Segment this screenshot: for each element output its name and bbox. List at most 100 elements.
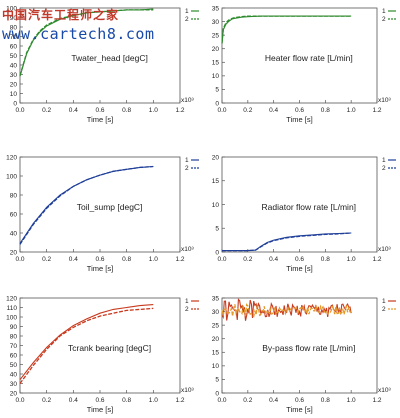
y-tick-label: 40	[10, 230, 18, 237]
x-tick-label: 0.0	[15, 397, 24, 404]
y-tick-label: 35	[212, 295, 220, 302]
chart-panel-6: 0.0 0.2 0.4 0.6 0.8 1.0 1.2 0 5 10 15 20 25 30 35 Time …	[212, 295, 396, 414]
legend-label: 1	[382, 298, 386, 305]
y-tick-label: 110	[7, 305, 18, 312]
x-axis-label: Time [s]	[87, 115, 113, 124]
y-tick-label: 10	[212, 363, 220, 370]
x-tick-label: 0.0	[217, 107, 226, 114]
x-axis-label: Time [s]	[286, 405, 312, 414]
x-tick-label: 0.8	[321, 256, 330, 263]
y-tick-label: 60	[10, 43, 18, 50]
x-tick-label: 0.6	[95, 397, 104, 404]
y-tick-label: 120	[6, 295, 17, 302]
chart-title: Heater flow rate [L/min]	[265, 53, 353, 63]
x-tick-label: 1.2	[175, 397, 184, 404]
y-tick-label: 10	[212, 73, 220, 80]
y-tick-label: 30	[212, 309, 220, 316]
series-line-1	[221, 298, 352, 321]
chart-title: By-pass flow rate [L/min]	[262, 343, 355, 353]
x-tick-label: 0.4	[269, 107, 278, 114]
y-tick-label: 60	[10, 211, 18, 218]
chart-title: Tcrank bearing [degC]	[68, 343, 151, 353]
x-axis-label: Time [s]	[286, 115, 312, 124]
x-tick-label: 0.2	[42, 397, 51, 404]
legend-label: 2	[382, 306, 386, 313]
y-tick-label: 35	[212, 5, 220, 12]
x-tick-label: 0.0	[15, 107, 24, 114]
y-tick-label: 5	[215, 87, 219, 94]
y-tick-label: 30	[10, 381, 18, 388]
x-tick-label: 0.6	[95, 107, 104, 114]
x-tick-label: 0.8	[321, 397, 330, 404]
y-tick-label: 10	[212, 202, 220, 209]
y-tick-label: 70	[10, 343, 18, 350]
x-multiplier-label: x10³	[378, 246, 391, 253]
x-tick-label: 0.4	[69, 107, 78, 114]
y-tick-label: 20	[10, 81, 18, 88]
series-line-2	[221, 303, 352, 318]
x-tick-label: 0.8	[321, 107, 330, 114]
y-tick-label: 20	[212, 46, 220, 53]
chart-title: Radiator flow rate [L/min]	[262, 202, 356, 212]
y-tick-label: 30	[212, 19, 220, 26]
x-tick-label: 1.2	[372, 256, 381, 263]
legend-label: 2	[382, 16, 386, 23]
x-tick-label: 1.0	[347, 397, 356, 404]
x-multiplier-label: x10³	[378, 97, 391, 104]
legend-label: 1	[382, 8, 386, 15]
series-line-2	[19, 165, 154, 245]
legend-label: 1	[382, 157, 386, 164]
x-multiplier-label: x10³	[378, 387, 391, 394]
x-tick-label: 0.2	[243, 107, 252, 114]
x-tick-label: 1.0	[149, 256, 158, 263]
y-tick-label: 20	[10, 249, 18, 256]
legend-label: 1	[185, 298, 189, 305]
y-tick-label: 10	[10, 91, 18, 98]
watermark-url: www.cartech8.com	[2, 25, 155, 43]
y-tick-label: 0	[215, 100, 219, 107]
legend-label: 2	[185, 16, 189, 23]
chart-panel-4: 0.0 0.2 0.4 0.6 0.8 1.0 1.2 0 5 10 15 20 Time [s] x10…	[212, 154, 396, 273]
y-tick-label: 0	[13, 100, 17, 107]
x-tick-label: 0.0	[217, 397, 226, 404]
y-tick-label: 5	[215, 226, 219, 233]
plot-area	[19, 297, 181, 394]
x-tick-label: 1.0	[149, 107, 158, 114]
x-tick-label: 0.4	[69, 397, 78, 404]
plot-area	[19, 7, 181, 104]
y-tick-label: 100	[6, 173, 17, 180]
y-tick-label: 0	[215, 249, 219, 256]
x-tick-label: 0.6	[95, 256, 104, 263]
y-tick-label: 5	[215, 377, 219, 384]
x-tick-label: 0.6	[295, 397, 304, 404]
x-tick-label: 1.2	[372, 397, 381, 404]
x-tick-label: 0.8	[122, 397, 131, 404]
y-tick-label: 60	[10, 352, 18, 359]
legend-label: 2	[185, 306, 189, 313]
x-tick-label: 1.0	[347, 256, 356, 263]
y-tick-label: 40	[10, 371, 18, 378]
chart-panel-3: 0.0 0.2 0.4 0.6 0.8 1.0 1.2 20 40 60 80 100 120 Time …	[6, 154, 199, 273]
x-multiplier-label: x10³	[181, 387, 194, 394]
series-line-1	[19, 304, 154, 381]
chart-panel-2: 0.0 0.2 0.4 0.6 0.8 1.0 1.2 0 5 10 15 20 25 30 35 Time …	[212, 5, 396, 124]
x-multiplier-label: x10³	[181, 97, 194, 104]
y-tick-label: 15	[212, 178, 220, 185]
series-line-2	[222, 232, 352, 252]
x-tick-label: 1.2	[372, 107, 381, 114]
legend-label: 1	[185, 157, 189, 164]
x-tick-label: 0.2	[243, 397, 252, 404]
x-tick-label: 0.8	[122, 107, 131, 114]
x-tick-label: 1.0	[149, 397, 158, 404]
chart-panel-1: 0.0 0.2 0.4 0.6 0.8 1.0 1.2 0 10 20 30 40 50 60 70 80 90…	[6, 5, 199, 124]
chart-title: Twater_head [degC]	[71, 53, 148, 63]
x-tick-label: 0.4	[269, 256, 278, 263]
x-tick-label: 0.6	[295, 256, 304, 263]
x-tick-label: 0.0	[217, 256, 226, 263]
y-tick-label: 120	[6, 154, 17, 161]
chart-title: Toil_sump [degC]	[77, 202, 143, 212]
y-tick-label: 20	[212, 154, 220, 161]
y-tick-label: 80	[10, 333, 18, 340]
series-line-2	[19, 307, 154, 384]
